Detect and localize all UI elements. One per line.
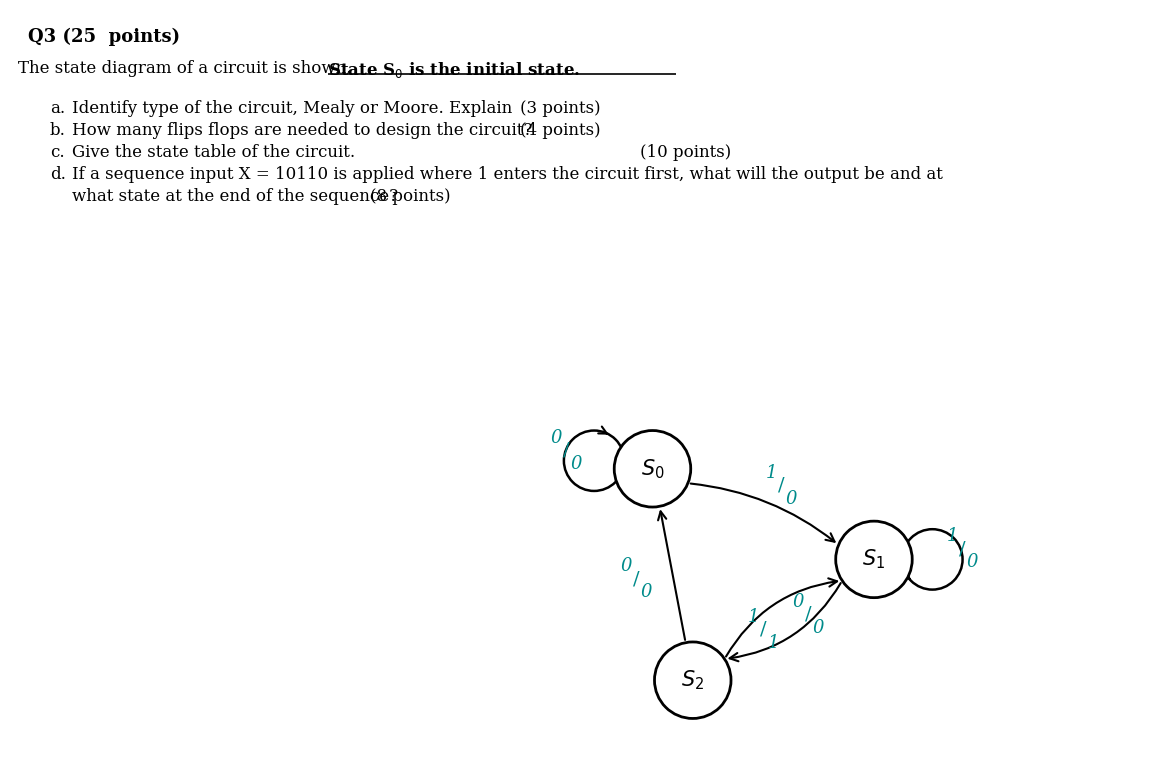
Text: 0: 0 (641, 583, 652, 601)
Text: 0: 0 (551, 429, 561, 447)
Text: /: / (778, 477, 785, 495)
Text: 1: 1 (947, 527, 958, 545)
Text: (10 points): (10 points) (641, 144, 732, 161)
Text: /: / (632, 570, 639, 588)
Text: Identify type of the circuit, Mealy or Moore. Explain: Identify type of the circuit, Mealy or M… (71, 100, 513, 117)
Text: $S_1$: $S_1$ (863, 548, 886, 571)
Text: $S_2$: $S_2$ (681, 669, 704, 692)
Text: Q3 (25  points): Q3 (25 points) (28, 28, 180, 46)
Text: If a sequence input X = 10110 is applied where 1 enters the circuit first, what : If a sequence input X = 10110 is applied… (71, 166, 942, 183)
Text: /: / (760, 621, 766, 639)
Text: The state diagram of a circuit is shown.: The state diagram of a circuit is shown. (18, 60, 357, 77)
Text: (3 points): (3 points) (520, 100, 600, 117)
Circle shape (614, 430, 691, 507)
Text: b.: b. (50, 122, 66, 139)
Circle shape (654, 642, 732, 719)
Text: 1: 1 (767, 634, 779, 652)
Text: a.: a. (50, 100, 66, 117)
Text: 0: 0 (570, 455, 582, 473)
Text: 0: 0 (813, 619, 825, 637)
Text: Give the state table of the circuit.: Give the state table of the circuit. (71, 144, 355, 161)
Text: State S$_0$ is the initial state.: State S$_0$ is the initial state. (328, 60, 581, 80)
Text: 0: 0 (967, 553, 978, 571)
Text: (4 points): (4 points) (520, 122, 600, 139)
Text: 1: 1 (766, 464, 778, 482)
Text: 0: 0 (620, 557, 631, 575)
Text: 0: 0 (786, 490, 797, 508)
Text: d.: d. (50, 166, 66, 183)
Text: c.: c. (50, 144, 65, 161)
Text: what state at the end of the sequence?: what state at the end of the sequence? (71, 188, 399, 205)
Text: /: / (805, 606, 812, 624)
Circle shape (835, 521, 912, 597)
Text: /: / (960, 540, 965, 558)
Text: (8 points): (8 points) (370, 188, 450, 205)
Text: /: / (562, 442, 569, 460)
Text: $S_0$: $S_0$ (641, 457, 665, 480)
Text: 0: 0 (793, 593, 804, 611)
Text: How many flips flops are needed to design the circuit?: How many flips flops are needed to desig… (71, 122, 532, 139)
Text: 1: 1 (748, 607, 759, 626)
